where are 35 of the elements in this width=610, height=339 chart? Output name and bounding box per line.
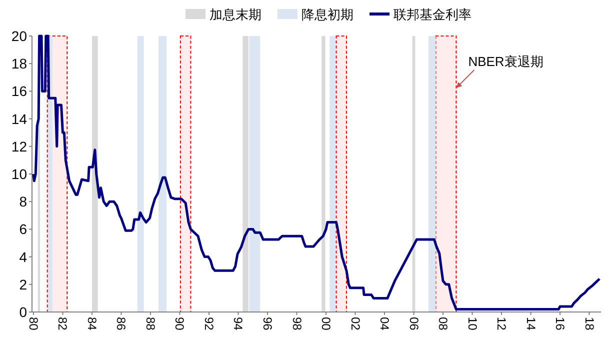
x-tick-label: 18	[582, 317, 596, 331]
y-tick-label: 6	[19, 221, 28, 238]
x-tick-label: 14	[524, 317, 538, 331]
y-tick-label: 16	[11, 83, 28, 100]
y-tick-label: 4	[19, 248, 28, 265]
x-tick-label: 96	[260, 317, 274, 331]
x-tick-label: 10	[465, 317, 480, 331]
annotation: NBER衰退期	[468, 54, 544, 69]
x-tick-label: 04	[378, 317, 392, 331]
legend-label: 降息初期	[302, 7, 354, 22]
y-tick-label: 2	[19, 276, 28, 292]
x-tick-label: 92	[202, 317, 216, 331]
legend-label: 加息末期	[210, 7, 262, 22]
x-tick-label: 82	[56, 317, 70, 331]
y-tick-label: 20	[11, 28, 28, 44]
x-tick-label: 90	[172, 317, 187, 331]
x-tick-label: 88	[143, 317, 158, 331]
x-tick-label: 98	[290, 317, 304, 331]
x-tick-label: 16	[553, 317, 568, 331]
x-tick-label: 80	[26, 317, 40, 331]
y-tick-label: 8	[19, 194, 28, 210]
y-tick-label: 0	[19, 304, 28, 320]
x-tick-label: 06	[406, 317, 421, 331]
y-tick-label: 10	[11, 166, 28, 182]
x-tick-label: 00	[319, 317, 334, 331]
y-tick-label: 18	[11, 56, 28, 72]
y-tick-label: 14	[11, 110, 28, 127]
x-tick-label: 84	[84, 317, 99, 331]
x-tick-label: 08	[436, 317, 450, 331]
x-tick-label: 94	[231, 317, 246, 331]
legend-label: 联邦基金利率	[394, 7, 472, 22]
y-tick-label: 12	[11, 138, 28, 154]
x-tick-label: 02	[348, 317, 362, 331]
x-tick-label: 12	[494, 317, 509, 331]
x-tick-label: 86	[114, 317, 128, 331]
